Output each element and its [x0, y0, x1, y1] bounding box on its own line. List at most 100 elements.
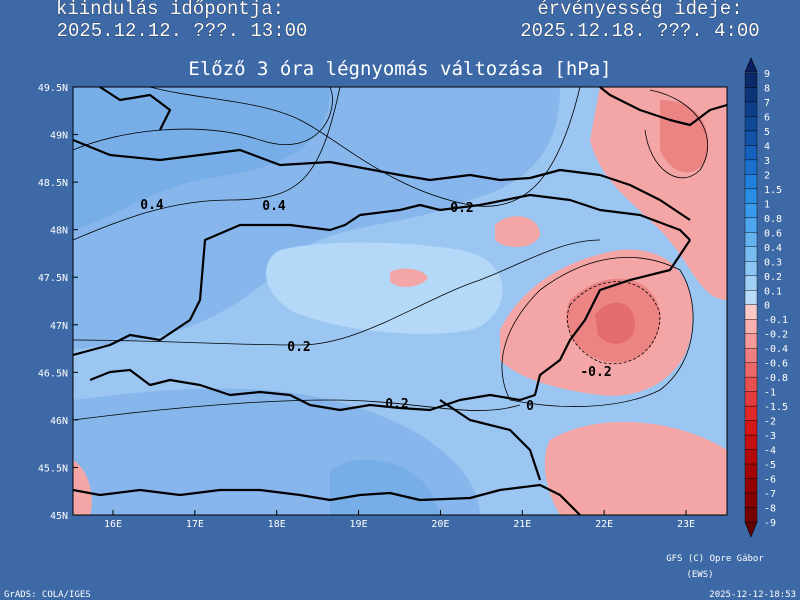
colorbar-swatch [744, 304, 758, 320]
lon-label: 23E [677, 519, 695, 530]
lat-label: 47.5N [38, 273, 68, 284]
lon-label: 18E [268, 519, 286, 530]
colorbar-label: 6 [764, 112, 770, 123]
colorbar-label: -6 [764, 475, 776, 486]
contour-label: 0 [526, 399, 534, 414]
lat-label: 45N [50, 511, 68, 522]
colorbar-swatch [744, 87, 758, 103]
software: GrADS: COLA/IGES [4, 590, 91, 600]
colorbar-swatch [744, 376, 758, 392]
colorbar-label: 1.5 [764, 185, 782, 196]
lon-label: 19E [350, 519, 368, 530]
credit-sub: (EWS) [686, 570, 713, 580]
colorbar-label: -0.1 [764, 315, 788, 326]
contour-label: 0.2 [450, 201, 473, 216]
colorbar-label: -0.2 [764, 330, 788, 341]
colorbar-label: 9 [764, 69, 770, 80]
colorbar-label: -0.4 [764, 344, 788, 355]
colorbar-label: 8 [764, 83, 770, 94]
lat-label: 49N [50, 131, 68, 142]
contour-label: 0.4 [262, 199, 286, 214]
lon-label: 22E [595, 519, 613, 530]
colorbar-label: 0 [764, 301, 770, 312]
colorbar-swatch [744, 420, 758, 436]
colorbar-label: -1.5 [764, 402, 788, 413]
colorbar-swatch [744, 362, 758, 378]
colorbar-swatch [744, 478, 758, 494]
colorbar-swatch [744, 434, 758, 450]
lon-label: 21E [513, 519, 531, 530]
colorbar-swatch [744, 347, 758, 363]
lat-label: 48N [50, 226, 68, 237]
colorbar-label: -0.6 [764, 359, 788, 370]
colorbar-label: 0.1 [764, 286, 782, 297]
contour-label: -0.2 [580, 365, 611, 380]
lat-label: 49.5N [38, 83, 68, 94]
map-field [73, 87, 727, 515]
lat-label: 48.5N [38, 178, 68, 189]
contour-label: 0.2 [385, 397, 408, 412]
colorbar-swatch [744, 145, 758, 161]
start-time: 2025.12.12. ???. 13:00 [57, 20, 308, 42]
colorbar: 9 8 7 6 5 4 3 2 1.5 1 0.8 0.6 0.4 0.3 0.2 0.1 0 -0.1 -0.2 -… [744, 69, 788, 529]
lat-label: 46.5N [38, 368, 68, 379]
colorbar-swatch [744, 492, 758, 508]
colorbar-bottom-arrow [744, 521, 758, 538]
colorbar-label: 0.6 [764, 228, 782, 239]
colorbar-label: 3 [764, 156, 770, 167]
colorbar-label: 0.3 [764, 257, 782, 268]
colorbar-label: -1 [764, 388, 776, 399]
lat-label: 46N [50, 416, 68, 427]
colorbar-swatch [744, 232, 758, 248]
lon-label: 20E [431, 519, 449, 530]
colorbar-swatch [744, 319, 758, 334]
start-label: kiindulás időpontja: [56, 0, 284, 20]
lat-label: 47N [50, 321, 68, 332]
colorbar-swatch [744, 174, 758, 190]
colorbar-swatch [744, 290, 758, 305]
colorbar-swatch [744, 333, 758, 349]
colorbar-swatch [744, 72, 758, 88]
colorbar-label: 7 [764, 98, 770, 109]
valid-label: érvényesség ideje: [537, 0, 742, 20]
colorbar-swatch [744, 449, 758, 465]
colorbar-label: -0.8 [764, 373, 788, 384]
colorbar-label: 0.8 [764, 214, 782, 225]
colorbar-swatch [744, 116, 758, 132]
colorbar-swatch [744, 391, 758, 407]
map-axes: 49.5N 49N 48.5N 48N 47.5N 47N 46.5N 46N 45.5N 45N… [38, 83, 695, 530]
colorbar-label: 0.2 [764, 272, 782, 283]
colorbar-label: 1 [764, 199, 770, 210]
colorbar-swatch [744, 101, 758, 117]
map-title: Előző 3 óra légnyomás változása [hPa] [188, 58, 611, 80]
colorbar-label: 2 [764, 170, 770, 181]
colorbar-label: -4 [764, 446, 776, 457]
lat-label: 45.5N [38, 463, 68, 474]
lon-label: 16E [104, 519, 122, 530]
colorbar-swatch [744, 159, 758, 175]
credit: GFS (C) Opre Gábor [666, 554, 764, 564]
colorbar-label: 4 [764, 141, 770, 152]
colorbar-swatch [744, 261, 758, 276]
colorbar-label: -9 [764, 518, 776, 529]
colorbar-label: -2 [764, 417, 776, 428]
colorbar-label: 0.4 [764, 243, 782, 254]
colorbar-label: 5 [764, 127, 770, 138]
colorbar-swatch [744, 507, 758, 523]
colorbar-swatch [744, 275, 758, 291]
contour-label: 0.4 [140, 198, 164, 213]
colorbar-swatch [744, 405, 758, 421]
colorbar-label: -3 [764, 431, 776, 442]
colorbar-swatch [744, 463, 758, 479]
colorbar-label: -7 [764, 489, 776, 500]
colorbar-swatch [744, 130, 758, 146]
map-frame [72, 86, 728, 516]
lon-label: 17E [186, 519, 204, 530]
valid-time: 2025.12.18. ???. 4:00 [520, 20, 759, 42]
colorbar-swatch [744, 188, 758, 204]
colorbar-swatch [744, 217, 758, 233]
generated: 2025-12-12-18:53 [709, 590, 796, 600]
colorbar-top-arrow [744, 57, 758, 73]
contour-labels: 0.4 0.4 0.2 0.2 0.2 0 -0.2 [140, 198, 611, 414]
